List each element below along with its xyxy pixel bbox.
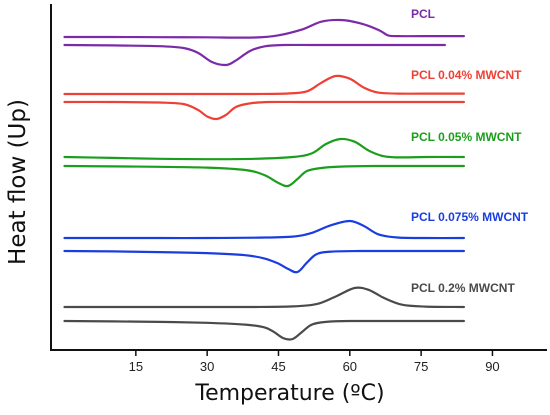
x-tick-label: 15 bbox=[129, 359, 143, 374]
series-cooling-pcl-0-04-mwcnt bbox=[63, 100, 465, 121]
y-axis-title: Heat flow (Up) bbox=[5, 99, 31, 265]
series-label-pcl-0-2-mwcnt: PCL 0.2% MWCNT bbox=[411, 281, 515, 295]
series-cooling-pcl-0-05-mwcnt bbox=[63, 164, 465, 188]
series-label-pcl-0-05-mwcnt: PCL 0.05% MWCNT bbox=[411, 130, 522, 144]
series-label-pcl-0-075-mwcnt: PCL 0.075% MWCNT bbox=[411, 210, 529, 224]
x-tick-label: 30 bbox=[200, 359, 214, 374]
series-heating-pcl bbox=[63, 18, 465, 39]
plot-area bbox=[63, 18, 465, 341]
x-axis-title: Temperature (ºC) bbox=[194, 381, 384, 406]
series-heating-pcl-0-05-mwcnt bbox=[63, 137, 465, 161]
series-heating-pcl-0-075-mwcnt bbox=[63, 219, 465, 240]
series-heating-pcl-0-04-mwcnt bbox=[63, 74, 465, 96]
x-axis-ticks: 15 30 45 60 75 90 bbox=[129, 350, 500, 374]
series-labels: PCL PCL 0.04% MWCNT PCL 0.05% MWCNT PCL 0.0… bbox=[411, 7, 529, 295]
series-label-pcl: PCL bbox=[411, 7, 435, 21]
series-label-pcl-0-04-mwcnt: PCL 0.04% MWCNT bbox=[411, 68, 522, 82]
x-tick-label: 60 bbox=[343, 359, 357, 374]
series-cooling-pcl-0-075-mwcnt bbox=[63, 249, 465, 274]
x-tick-label: 90 bbox=[485, 359, 499, 374]
series-cooling-pcl bbox=[63, 43, 446, 67]
x-tick-label: 45 bbox=[271, 359, 285, 374]
series-heating-pcl-0-2-mwcnt bbox=[63, 286, 465, 309]
series-cooling-pcl-0-2-mwcnt bbox=[63, 319, 465, 341]
x-tick-label: 75 bbox=[414, 359, 428, 374]
